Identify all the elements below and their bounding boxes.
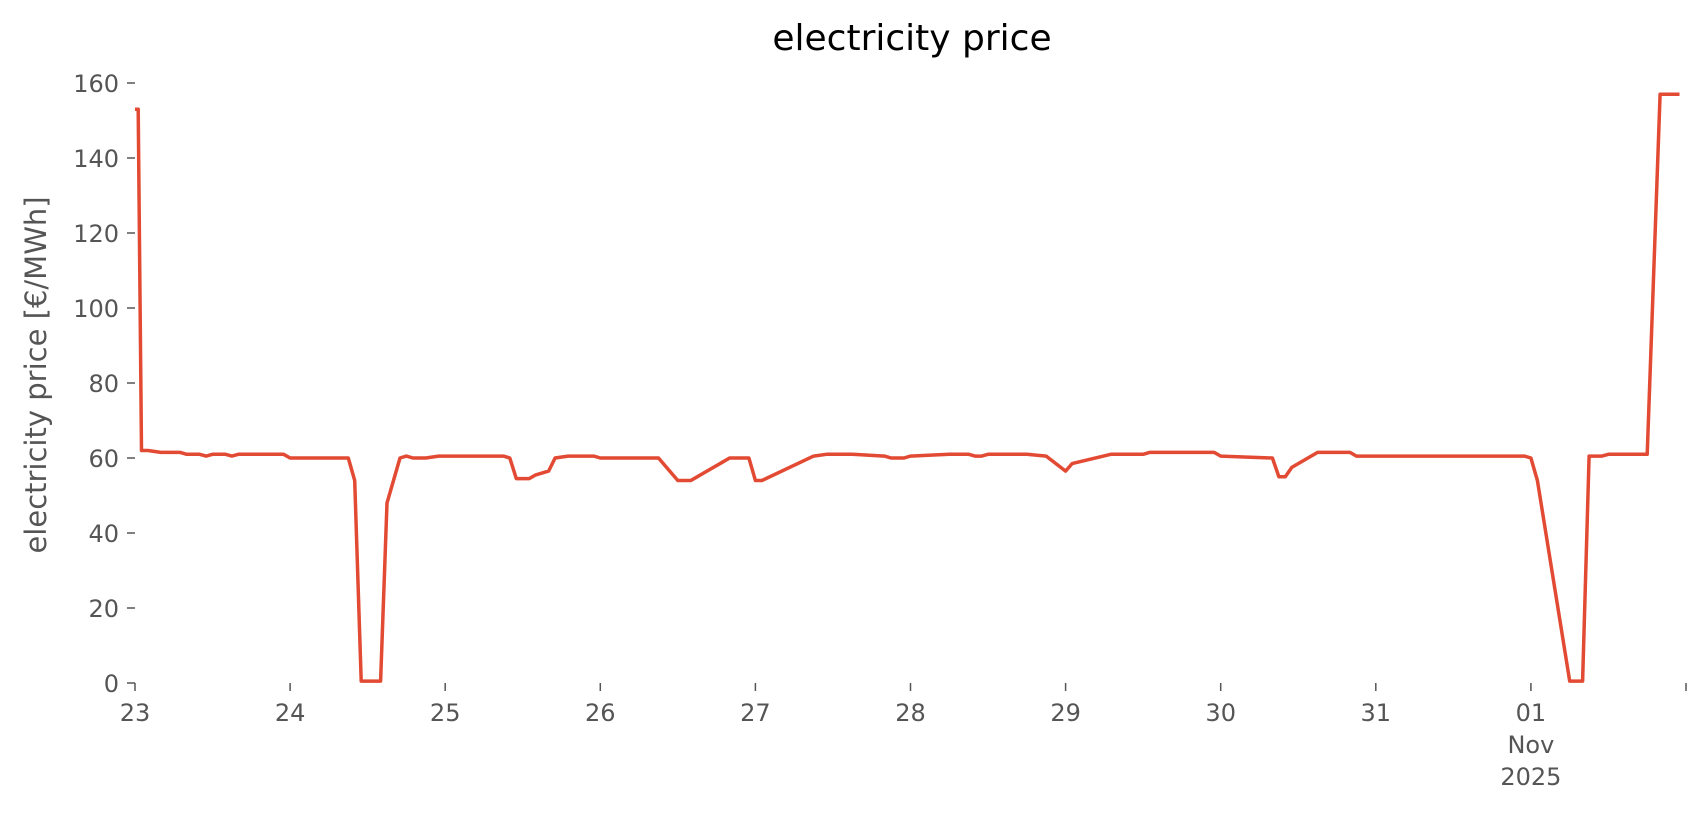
x-tick-label: 28	[895, 699, 926, 727]
y-tick-label: 140	[73, 145, 119, 173]
series-layer	[135, 92, 1680, 683]
x-tick-label: 24	[275, 699, 306, 727]
x-tick-label: 27	[740, 699, 771, 727]
y-tick-label: 20	[88, 595, 119, 623]
y-tick-label: 100	[73, 295, 119, 323]
x-tick-label: 23	[120, 699, 151, 727]
y-tick-label: 120	[73, 220, 119, 248]
y-tick-label: 60	[88, 445, 119, 473]
chart-title: electricity price	[772, 18, 1051, 59]
x-tick-label: 29	[1050, 699, 1081, 727]
x-axis: 23 24 25 26 27 28 29 30 31 01 Nov 2025	[120, 683, 1687, 791]
x-tick-label: 01 Nov 2025	[1500, 699, 1561, 791]
x-tick-label: 31	[1361, 699, 1392, 727]
x-tick-label: 26	[585, 699, 616, 727]
x-tick-label: 30	[1205, 699, 1236, 727]
y-axis: 0 20 40 60 80 100 120 140 160	[73, 70, 135, 698]
y-tick-label: 0	[104, 670, 119, 698]
y-axis-label: electricity price [€/MWh]	[19, 196, 53, 553]
x-tick-label: 25	[430, 699, 461, 727]
series-line-0	[135, 92, 1680, 683]
y-tick-label: 80	[88, 370, 119, 398]
y-tick-label: 40	[88, 520, 119, 548]
y-tick-label: 160	[73, 70, 119, 98]
